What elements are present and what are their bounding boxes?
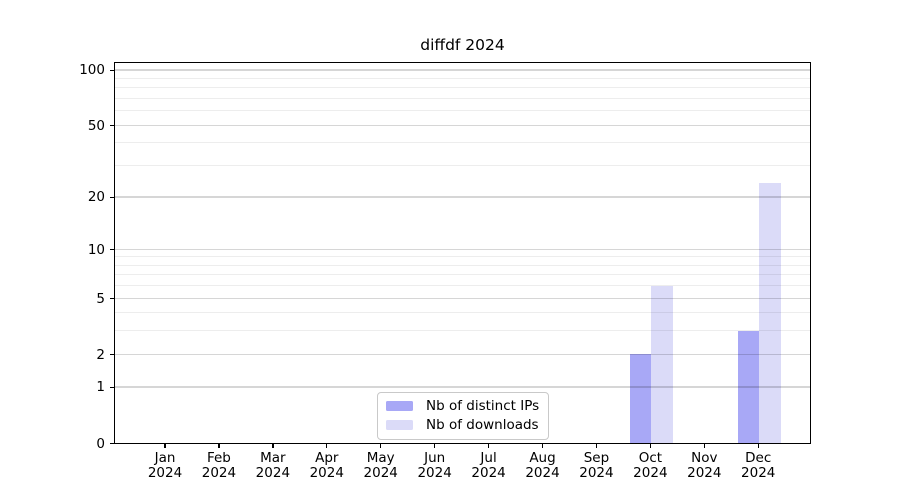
x-tick-label: Sep 2024 [564, 451, 628, 481]
x-tick-label: Feb 2024 [187, 451, 251, 481]
legend-item-distinct-ips: Nb of distinct IPs [386, 398, 539, 414]
x-tick-mark [218, 443, 220, 449]
x-tick-label: Dec 2024 [726, 451, 790, 481]
x-tick-month: Apr [315, 450, 339, 466]
x-tick-label: Jan 2024 [133, 451, 197, 481]
x-tick-year: 2024 [687, 465, 722, 481]
x-tick-label: Jul 2024 [457, 451, 521, 481]
bar-distinct-ips-dec-2024 [737, 330, 760, 443]
x-tick-month: Feb [206, 450, 231, 466]
major-gridline [115, 248, 810, 250]
x-tick-year: 2024 [309, 465, 344, 481]
x-tick-year: 2024 [201, 465, 237, 481]
x-tick-label: Apr 2024 [295, 451, 359, 481]
x-tick-mark [703, 443, 705, 449]
x-tick-mark [272, 443, 274, 449]
bar-downloads-oct-2024 [651, 285, 673, 443]
bar-distinct-ips-oct-2024 [629, 354, 652, 443]
major-gridline [115, 386, 810, 388]
x-tick-month: Jan [154, 450, 176, 466]
legend-swatch-distinct-ips [386, 401, 413, 411]
bar-downloads-dec-2024 [759, 182, 781, 443]
minor-gridline [115, 274, 810, 276]
x-tick-year: 2024 [417, 465, 452, 481]
x-tick-month: Dec [745, 450, 772, 466]
y-tick-label: 20 [87, 189, 105, 206]
y-tick-mark [109, 386, 114, 389]
x-tick-month: Jul [480, 450, 497, 466]
x-tick-mark [164, 443, 166, 449]
x-tick-year: 2024 [741, 465, 776, 481]
minor-gridline [115, 97, 810, 99]
chart-title: diffdf 2024 [420, 36, 505, 54]
x-tick-label: Jun 2024 [403, 451, 467, 481]
major-gridline [115, 353, 810, 355]
legend-swatch-downloads [386, 420, 413, 430]
x-tick-month: Mar [260, 450, 286, 466]
minor-gridline [115, 110, 810, 112]
minor-gridline [115, 142, 810, 144]
x-tick-mark [541, 443, 544, 449]
y-tick-label: 10 [87, 241, 105, 258]
y-tick-label: 50 [87, 117, 105, 134]
x-tick-label: May 2024 [349, 451, 413, 481]
x-tick-mark [595, 443, 598, 449]
x-tick-year: 2024 [525, 465, 560, 481]
major-gridline [115, 297, 810, 299]
x-tick-month: Aug [529, 450, 556, 466]
minor-gridline [115, 77, 810, 79]
x-tick-month: Oct [638, 450, 663, 466]
x-tick-mark [326, 443, 328, 449]
x-tick-year: 2024 [579, 465, 614, 481]
minor-gridline [115, 264, 810, 266]
y-tick-mark [109, 442, 114, 445]
x-tick-year: 2024 [633, 465, 668, 481]
x-tick-mark [434, 443, 436, 449]
minor-gridline [115, 164, 810, 166]
x-tick-mark [649, 443, 652, 449]
x-tick-label: Nov 2024 [672, 451, 736, 481]
y-tick-mark [109, 354, 114, 356]
y-tick-mark [109, 69, 114, 72]
major-gridline [115, 69, 810, 71]
x-tick-year: 2024 [147, 465, 183, 481]
plot-area [114, 62, 811, 444]
y-tick-mark [109, 298, 114, 300]
minor-gridline [115, 312, 810, 314]
legend-item-downloads: Nb of downloads [386, 417, 539, 433]
x-tick-label: Mar 2024 [241, 451, 305, 481]
x-tick-month: Sep [583, 450, 610, 466]
y-tick-label: 2 [96, 346, 105, 363]
x-tick-label: Aug 2024 [511, 451, 575, 481]
x-tick-month: May [366, 450, 395, 466]
x-tick-mark [757, 443, 759, 449]
x-tick-year: 2024 [255, 465, 291, 481]
y-tick-label: 1 [96, 379, 105, 396]
y-tick-label: 0 [96, 435, 105, 452]
x-tick-year: 2024 [471, 465, 506, 481]
x-tick-month: Jun [424, 450, 446, 466]
x-tick-month: Nov [691, 450, 718, 466]
x-tick-mark [380, 443, 382, 449]
major-gridline [115, 196, 810, 198]
y-tick-mark [109, 125, 114, 127]
minor-gridline [115, 330, 810, 332]
y-tick-label: 100 [79, 62, 105, 79]
minor-gridline [115, 87, 810, 89]
minor-gridline [115, 256, 810, 258]
legend: Nb of distinct IPs Nb of downloads [377, 392, 550, 440]
major-gridline [115, 124, 810, 126]
minor-gridline [115, 285, 810, 287]
legend-label-distinct-ips: Nb of distinct IPs [426, 398, 540, 414]
x-tick-mark [487, 443, 490, 449]
y-tick-mark [109, 196, 114, 199]
x-tick-year: 2024 [363, 465, 398, 481]
x-tick-label: Oct 2024 [618, 451, 682, 481]
y-tick-label: 5 [96, 290, 105, 307]
y-tick-mark [109, 249, 114, 251]
legend-label-downloads: Nb of downloads [426, 417, 539, 433]
